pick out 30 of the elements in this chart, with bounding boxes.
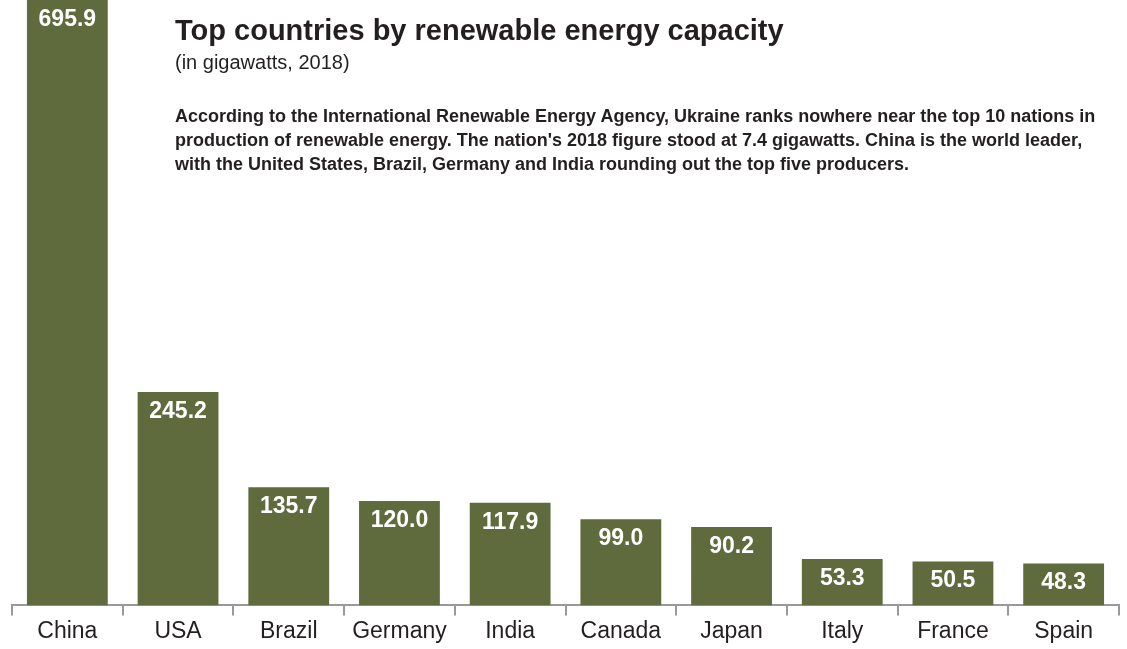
x-tick-label: France [917, 616, 989, 643]
data-label: 90.2 [709, 531, 754, 558]
bar [580, 519, 662, 606]
text: (in gigawatts, 2018) [175, 51, 351, 74]
data-label: 117.9 [482, 507, 539, 534]
data-label: 135.7 [259, 492, 318, 519]
data-label: 50.5 [930, 566, 976, 593]
x-tick-label: Germany [352, 616, 448, 643]
bar [248, 487, 330, 606]
x-tick-label: Brazil [259, 616, 318, 643]
bar [691, 526, 772, 606]
bar [137, 392, 219, 606]
text: Top countries by renewable energy capacity [175, 14, 785, 47]
data-label: 48.3 [1041, 568, 1087, 595]
data-label: 53.3 [819, 563, 865, 590]
data-label: 120.0 [370, 505, 429, 532]
bar [26, 0, 108, 606]
x-tick-label: Japan [700, 616, 763, 643]
data-label: 245.2 [149, 396, 207, 423]
x-tick-label: India [485, 616, 536, 643]
x-tick-label: China [37, 616, 98, 643]
x-tick-label: Canada [580, 616, 662, 643]
annotation: According to the International Renewable Energy Agency, Ukraine ranks nowhere near the top 10 nations in production of renewable energy. The nation's 2018 figure stood at 7.4 gigawatts. China is the world leader, with the United States, Brazil, Germany and India rounding out the top five producers. [175, 105, 1097, 176]
bar [469, 502, 551, 606]
bar [359, 501, 440, 606]
x-tick-label: Italy [821, 616, 864, 643]
x-tick-label: Spain [1034, 616, 1094, 643]
x-tick-label: USA [154, 616, 203, 643]
data-label: 695.9 [38, 4, 97, 31]
data-label: 99.0 [598, 524, 644, 551]
